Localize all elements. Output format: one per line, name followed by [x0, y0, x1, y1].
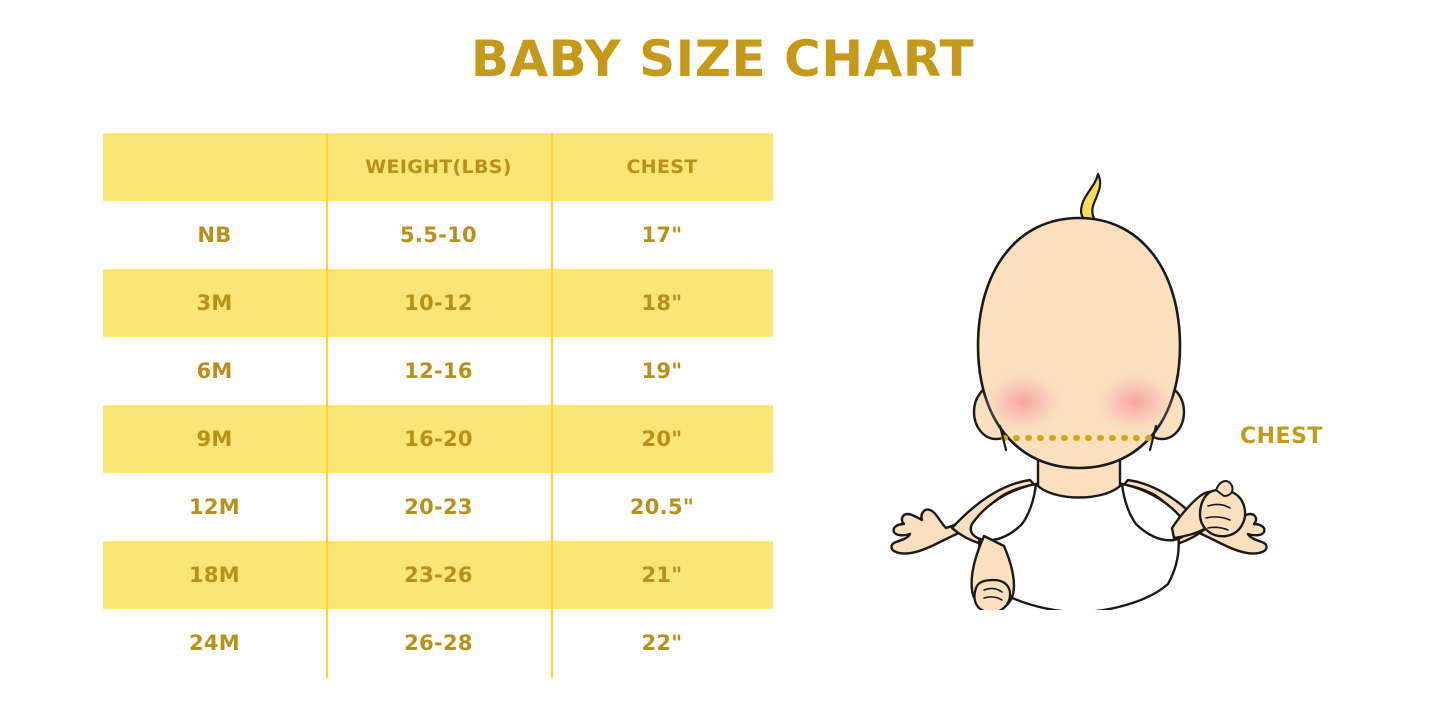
cell-chest: 18": [641, 291, 683, 315]
table-row: 3M 10-12 18": [103, 269, 773, 337]
baby-illustration: [890, 172, 1268, 610]
chest-measurement-label: CHEST: [1240, 424, 1323, 449]
cell-chest: 20.5": [629, 495, 695, 519]
column-divider-2: [551, 133, 553, 678]
table-row: 24M 26-28 22": [103, 609, 773, 677]
cell-size: 6M: [196, 359, 233, 383]
row-band-9m: [103, 405, 773, 473]
cell-weight: 23-26: [404, 563, 473, 587]
cell-size: 3M: [196, 291, 233, 315]
cell-weight: 20-23: [404, 495, 473, 519]
page-title: BABY SIZE CHART: [470, 30, 975, 88]
row-band-3m: [103, 269, 773, 337]
cell-size: 12M: [188, 495, 241, 519]
cell-size: 24M: [188, 631, 241, 655]
chest-measure-tick-left: [998, 424, 1008, 452]
right-thumb: [1215, 480, 1234, 497]
table-row: NB 5.5-10 17": [103, 201, 773, 269]
table-row: 6M 12-16 19": [103, 337, 773, 405]
table-row: 18M 23-26 21": [103, 541, 773, 609]
column-header-chest: CHEST: [626, 156, 698, 178]
cell-chest: 21": [641, 563, 683, 587]
cell-chest: 17": [641, 223, 683, 247]
cell-weight: 10-12: [404, 291, 473, 315]
left-fist: [973, 578, 1012, 610]
right-blush: [1093, 370, 1177, 434]
table-row: 9M 16-20 20": [103, 405, 773, 473]
right-fist: [1198, 488, 1247, 538]
baby-size-table: WEIGHT(LBS) CHEST NB 5.5-10 17" 3M 10-12…: [103, 133, 773, 677]
cell-weight: 5.5-10: [400, 223, 477, 247]
cell-size: NB: [197, 223, 232, 247]
left-fist-fingers: [983, 587, 1003, 601]
cell-chest: 19": [641, 359, 683, 383]
cell-size: 18M: [188, 563, 241, 587]
cell-weight: 16-20: [404, 427, 473, 451]
cell-chest: 20": [641, 427, 683, 451]
right-fist-fingers: [1205, 503, 1231, 531]
left-blush: [981, 370, 1065, 434]
column-header-weight: WEIGHT(LBS): [365, 156, 512, 178]
column-header-size: [103, 133, 326, 201]
right-sleeve: [1120, 482, 1189, 542]
table-row: 12M 20-23 20.5": [103, 473, 773, 541]
chest-measure-tick-right: [1148, 424, 1158, 452]
cell-weight: 12-16: [404, 359, 473, 383]
table-header-row: WEIGHT(LBS) CHEST: [103, 133, 773, 201]
cell-chest: 22": [641, 631, 683, 655]
cell-size: 9M: [196, 427, 233, 451]
cell-weight: 26-28: [404, 631, 473, 655]
row-band-18m: [103, 541, 773, 609]
row-band-header: [103, 133, 773, 201]
column-divider-1: [326, 133, 328, 678]
